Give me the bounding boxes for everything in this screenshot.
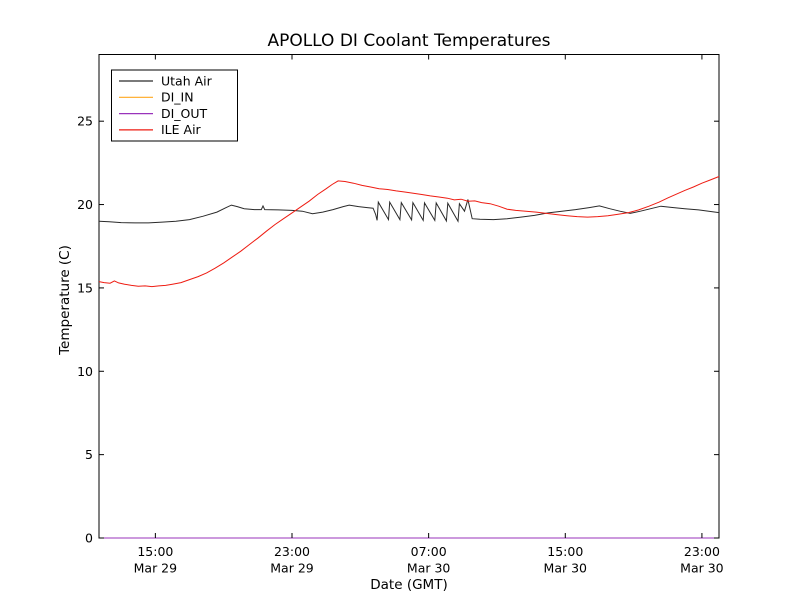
legend-item-di-in: DI_IN <box>119 90 194 105</box>
y-tick-label: 25 <box>77 114 93 129</box>
y-axis-label: Temperature (C) <box>57 245 73 356</box>
legend-label: Utah Air <box>161 73 213 88</box>
series-layer <box>98 176 720 539</box>
y-tick-label: 20 <box>77 197 93 212</box>
legend-label: DI_OUT <box>161 106 208 121</box>
x-tick-label-time: 15:00 <box>547 544 583 559</box>
legend-item-di-out: DI_OUT <box>119 106 208 121</box>
legend-label: ILE Air <box>161 122 202 137</box>
legend-box <box>111 69 238 142</box>
y-tick-label: 15 <box>77 280 93 295</box>
legend-label: DI_IN <box>161 90 194 105</box>
tick-layer: 15:00 Mar 29 23:00 Mar 29 07:00 Mar 30 15:00 Ma… <box>77 54 724 576</box>
x-tick-label-time: 23:00 <box>684 544 720 559</box>
x-tick-label-date: Mar 29 <box>270 561 314 576</box>
legend-item-ile-air: ILE Air <box>119 122 202 137</box>
series-line-utah-air <box>98 199 720 224</box>
x-tick-label-date: Mar 30 <box>680 561 724 576</box>
x-axis-label: Date (GMT) <box>370 577 447 593</box>
x-tick-label-date: Mar 29 <box>134 561 178 576</box>
legend-item-utah-air: Utah Air <box>119 73 213 88</box>
x-tick-label-time: 23:00 <box>274 544 310 559</box>
series-line-ile-air <box>98 176 720 288</box>
x-tick-label-time: 07:00 <box>411 544 447 559</box>
x-tick-label-date: Mar 30 <box>407 561 451 576</box>
y-tick-label: 10 <box>77 364 93 379</box>
y-tick-label: 5 <box>85 447 93 462</box>
x-tick-label-time: 15:00 <box>137 544 173 559</box>
x-tick-label-date: Mar 30 <box>544 561 588 576</box>
y-tick-label: 0 <box>85 531 93 546</box>
chart-title: APOLLO DI Coolant Temperatures <box>267 31 550 51</box>
